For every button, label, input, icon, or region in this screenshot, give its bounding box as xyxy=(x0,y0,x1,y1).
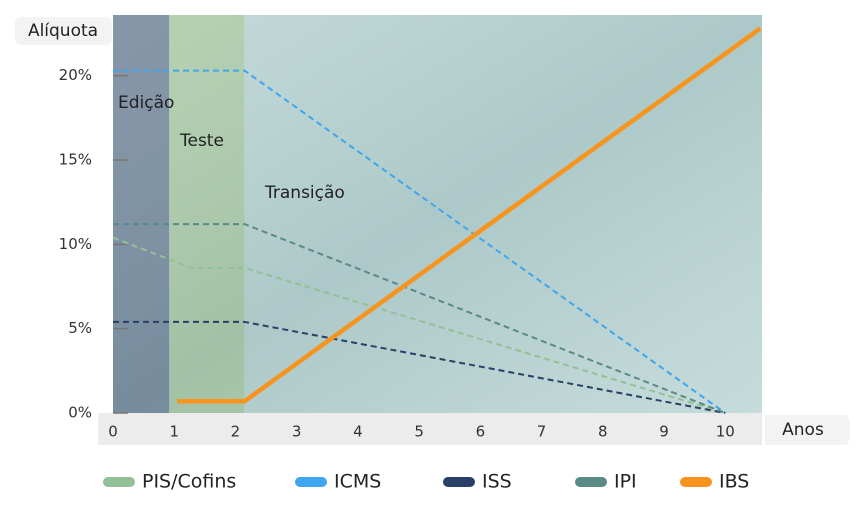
x-tick-label: 10 xyxy=(716,423,735,441)
y-axis-label: Alíquota xyxy=(28,21,98,41)
x-axis-strip xyxy=(98,413,762,445)
plot-background xyxy=(113,15,762,413)
series-line xyxy=(177,26,762,404)
y-tick-label: 0% xyxy=(68,404,92,422)
phase-label: Transição xyxy=(264,183,345,203)
x-tick-label: 5 xyxy=(414,423,424,441)
x-tick-label: 0 xyxy=(108,423,118,441)
y-label-box xyxy=(15,17,112,45)
x-tick-label: 7 xyxy=(537,423,547,441)
legend-label: ICMS xyxy=(334,471,381,493)
legend-label: ISS xyxy=(482,471,512,493)
x-tick-label: 4 xyxy=(353,423,363,441)
x-tick-label: 2 xyxy=(231,423,241,441)
x-axis-label: Anos xyxy=(782,420,824,440)
x-tick-label: 8 xyxy=(598,423,608,441)
y-tick-label: 10% xyxy=(59,235,92,253)
series-line xyxy=(113,69,726,414)
y-tick-label: 15% xyxy=(59,151,92,169)
x-tick-label: 9 xyxy=(659,423,669,441)
x-label-box xyxy=(765,415,850,445)
y-tick-label: 5% xyxy=(68,319,92,337)
phase-label: Edição xyxy=(118,93,174,113)
y-tick-label: 20% xyxy=(59,66,92,84)
legend-label: IBS xyxy=(719,471,749,493)
x-tick-label: 6 xyxy=(476,423,486,441)
legend-label: IPI xyxy=(614,471,637,493)
legend-label: PIS/Cofins xyxy=(142,471,236,493)
x-tick-label: 3 xyxy=(292,423,302,441)
series-line xyxy=(113,320,726,414)
phase-label: Teste xyxy=(179,131,224,151)
series-line xyxy=(113,223,726,414)
series-line xyxy=(112,236,726,414)
x-tick-label: 1 xyxy=(169,423,179,441)
